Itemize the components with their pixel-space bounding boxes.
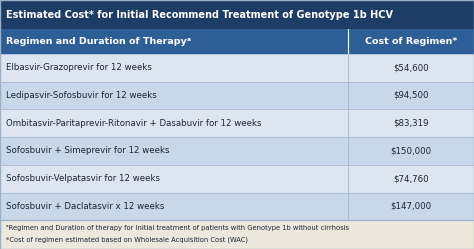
Text: Cost of Regimen*: Cost of Regimen* <box>365 37 457 46</box>
Text: Regimen and Duration of Therapyᵃ: Regimen and Duration of Therapyᵃ <box>6 37 191 46</box>
Text: $54,600: $54,600 <box>393 63 429 72</box>
Text: Sofosbuvir-Velpatasvir for 12 weeks: Sofosbuvir-Velpatasvir for 12 weeks <box>6 174 160 183</box>
Bar <box>0 193 474 220</box>
Text: Sofosbuvir + Simeprevir for 12 weeks: Sofosbuvir + Simeprevir for 12 weeks <box>6 146 170 155</box>
Text: Ledipasvir-Sofosbuvir for 12 weeks: Ledipasvir-Sofosbuvir for 12 weeks <box>6 91 157 100</box>
Bar <box>0 137 474 165</box>
Bar <box>0 54 474 82</box>
Bar <box>0 29 474 54</box>
Bar <box>0 81 474 109</box>
Bar <box>0 0 474 29</box>
Bar <box>0 220 474 249</box>
Text: $94,500: $94,500 <box>393 91 429 100</box>
Bar <box>0 165 474 193</box>
Text: *Cost of regimen estimated based on Wholesale Acquisition Cost (WAC): *Cost of regimen estimated based on Whol… <box>6 236 248 243</box>
Bar <box>0 109 474 137</box>
Text: $150,000: $150,000 <box>391 146 432 155</box>
Text: Elbasvir-Grazoprevir for 12 weeks: Elbasvir-Grazoprevir for 12 weeks <box>6 63 152 72</box>
Text: $74,760: $74,760 <box>393 174 429 183</box>
Text: Ombitasvir-Paritaprevir-Ritonavir + Dasabuvir for 12 weeks: Ombitasvir-Paritaprevir-Ritonavir + Dasa… <box>6 119 262 128</box>
Text: Sofosbuvir + Daclatasvir x 12 weeks: Sofosbuvir + Daclatasvir x 12 weeks <box>6 202 164 211</box>
Text: $83,319: $83,319 <box>393 119 429 128</box>
Text: $147,000: $147,000 <box>391 202 432 211</box>
Text: Estimated Cost* for Initial Recommend Treatment of Genotype 1b HCV: Estimated Cost* for Initial Recommend Tr… <box>6 10 393 20</box>
Text: ᵃRegimen and Duration of therapy for Initial treatment of patients with Genotype: ᵃRegimen and Duration of therapy for Ini… <box>6 225 349 231</box>
